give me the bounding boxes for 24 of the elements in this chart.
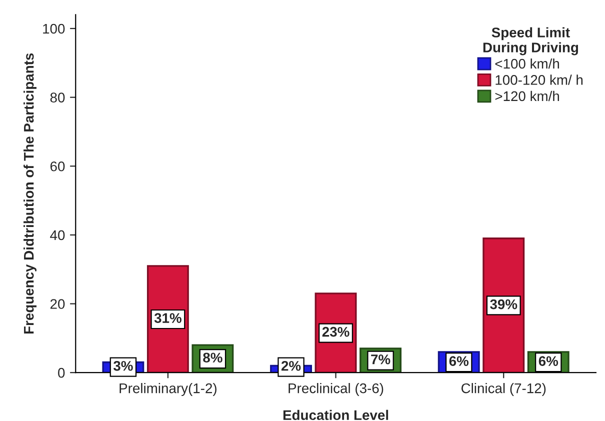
x-tick-label: Preliminary(1-2)	[120, 383, 216, 396]
data-label: 7%	[371, 354, 390, 364]
data-label: 23%	[322, 326, 350, 337]
y-tick-label: 0	[58, 368, 65, 378]
x-axis-title: Education Level	[283, 410, 388, 420]
y-tick-label: 100	[43, 24, 65, 34]
x-tick-label: Clinical (7-12)	[461, 383, 546, 396]
y-tick-label: 80	[50, 92, 65, 102]
x-tick-label: Preclinical (3-6)	[288, 383, 384, 396]
data-label: 2%	[281, 360, 301, 371]
data-label: 6%	[538, 356, 558, 366]
legend-label: >120 km/h	[495, 90, 559, 102]
y-axis-title: Frequency Didtribution of The Participants	[24, 53, 36, 334]
data-label: 6%	[449, 356, 469, 366]
data-label: 3%	[113, 360, 133, 371]
y-tick-label: 40	[50, 230, 65, 240]
y-tick-label: 60	[50, 161, 65, 172]
legend-label: 100-120 km/ h	[496, 74, 583, 85]
data-label: 39%	[490, 299, 518, 310]
legend-title: Speed Limit During Driving	[483, 27, 578, 56]
legend-label: <100 km/h	[495, 58, 559, 69]
data-label: 8%	[203, 352, 222, 363]
y-tick-label: 20	[50, 299, 65, 309]
data-label: 31%	[154, 313, 182, 323]
